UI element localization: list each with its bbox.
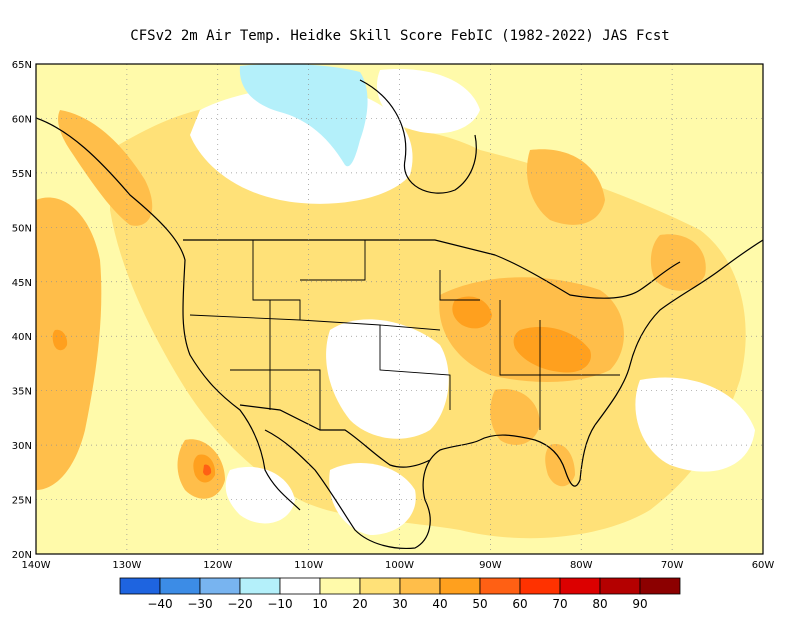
- latitude-label: 60N: [12, 114, 32, 125]
- longitude-label: 140W: [22, 560, 51, 571]
- longitude-label: 80W: [570, 560, 593, 571]
- longitude-label: 120W: [203, 560, 232, 571]
- colorbar-swatch: [479, 577, 521, 595]
- state-line: [499, 300, 620, 376]
- field-light-orange-southeast: [490, 389, 540, 445]
- colorbar-tick-label: −10: [267, 597, 292, 611]
- colorbar-tick-label: −20: [227, 597, 252, 611]
- colorbar-swatch: [159, 577, 201, 595]
- colorbar-tick-label: 10: [312, 597, 327, 611]
- longitude-label: 110W: [294, 560, 323, 571]
- state-line: [252, 240, 301, 320]
- boundaries: [36, 79, 763, 550]
- longitude-label: 60W: [752, 560, 775, 571]
- longitude-label: 90W: [479, 560, 502, 571]
- colorbar-tick-label: 40: [432, 597, 447, 611]
- colorbar-swatch: [119, 577, 161, 595]
- longitude-label: 100W: [385, 560, 414, 571]
- colorbar-swatch: [639, 577, 681, 595]
- colorbar-swatch: [279, 577, 321, 595]
- colorbar-swatch: [559, 577, 601, 595]
- state-line: [300, 240, 366, 281]
- map-title: CFSv2 2m Air Temp. Heidke Skill Score Fe…: [130, 28, 670, 44]
- state-line: [230, 369, 321, 430]
- gulf-coastline: [479, 424, 596, 487]
- latitude-label: 50N: [12, 223, 32, 234]
- latitude-label: 65N: [12, 60, 32, 71]
- west-coastline: [36, 117, 301, 511]
- colorbar-tick-label: 50: [472, 597, 487, 611]
- longitude-label: 130W: [112, 560, 141, 571]
- latitude-label: 20N: [12, 550, 32, 561]
- latitude-labels: 65N 60N 55N 50N 45N 40N 35N 30N 25N 20N: [12, 60, 32, 561]
- east-coastline: [594, 239, 763, 426]
- colorbar-swatch: [399, 577, 441, 595]
- colorbar-tick-label: 60: [512, 597, 527, 611]
- state-lines: [189, 240, 620, 430]
- colorbar: [119, 577, 681, 595]
- mexico-coastline: [264, 429, 481, 550]
- colorbar-tick-label: 90: [632, 597, 647, 611]
- map-frame: [35, 63, 764, 555]
- colorbar-swatch: [439, 577, 481, 595]
- colorbar-swatch: [519, 577, 561, 595]
- field-pale-yellow: [36, 64, 763, 554]
- canada-border: [183, 239, 681, 299]
- latitude-label: 55N: [12, 169, 32, 180]
- field-dark-orange-mexico: [203, 464, 212, 476]
- mexico-border: [239, 404, 431, 468]
- colorbar-tick-label: 20: [352, 597, 367, 611]
- longitude-label: 70W: [661, 560, 684, 571]
- latitude-label: 40N: [12, 332, 32, 343]
- field-light-orange-quebec: [526, 149, 605, 225]
- colorbar-tick-label: −40: [147, 597, 172, 611]
- colorbar-swatch: [199, 577, 241, 595]
- state-line: [379, 325, 451, 410]
- field-white-hudson: [376, 69, 480, 134]
- colorbar-tick-label: 80: [592, 597, 607, 611]
- colorbar-swatch: [319, 577, 361, 595]
- field-white-plains: [326, 319, 449, 439]
- field-light-orange-pacific: [36, 197, 102, 490]
- colorbar-tick-label: 70: [552, 597, 567, 611]
- latitude-label: 35N: [12, 387, 32, 398]
- state-line: [439, 270, 480, 301]
- latitude-label: 45N: [12, 278, 32, 289]
- state-line: [189, 314, 441, 331]
- field-white-mexico: [329, 462, 416, 535]
- hudson-bay-shore: [359, 79, 477, 194]
- latitude-label: 25N: [12, 496, 32, 507]
- colorbar-tick-label: 30: [392, 597, 407, 611]
- field-orange-pacific: [52, 329, 68, 351]
- colorbar-swatch: [599, 577, 641, 595]
- colorbar-ticks: −40 −30 −20 −10 10 20 30 40 50 60 70 80 90: [147, 597, 647, 611]
- field-orange-upper-midwest: [452, 296, 492, 329]
- colorbar-tick-label: −30: [187, 597, 212, 611]
- colorbar-swatch: [239, 577, 281, 595]
- field-orange-ohio-valley: [513, 326, 591, 373]
- colorbar-swatch: [359, 577, 401, 595]
- field-white-pacific: [225, 466, 295, 524]
- longitude-labels: 140W 130W 120W 110W 100W 90W 80W 70W 60W: [22, 560, 775, 571]
- latitude-label: 30N: [12, 441, 32, 452]
- graticule: [36, 64, 763, 554]
- field-cyan-arctic: [239, 64, 368, 167]
- field-white-atlantic: [635, 377, 755, 472]
